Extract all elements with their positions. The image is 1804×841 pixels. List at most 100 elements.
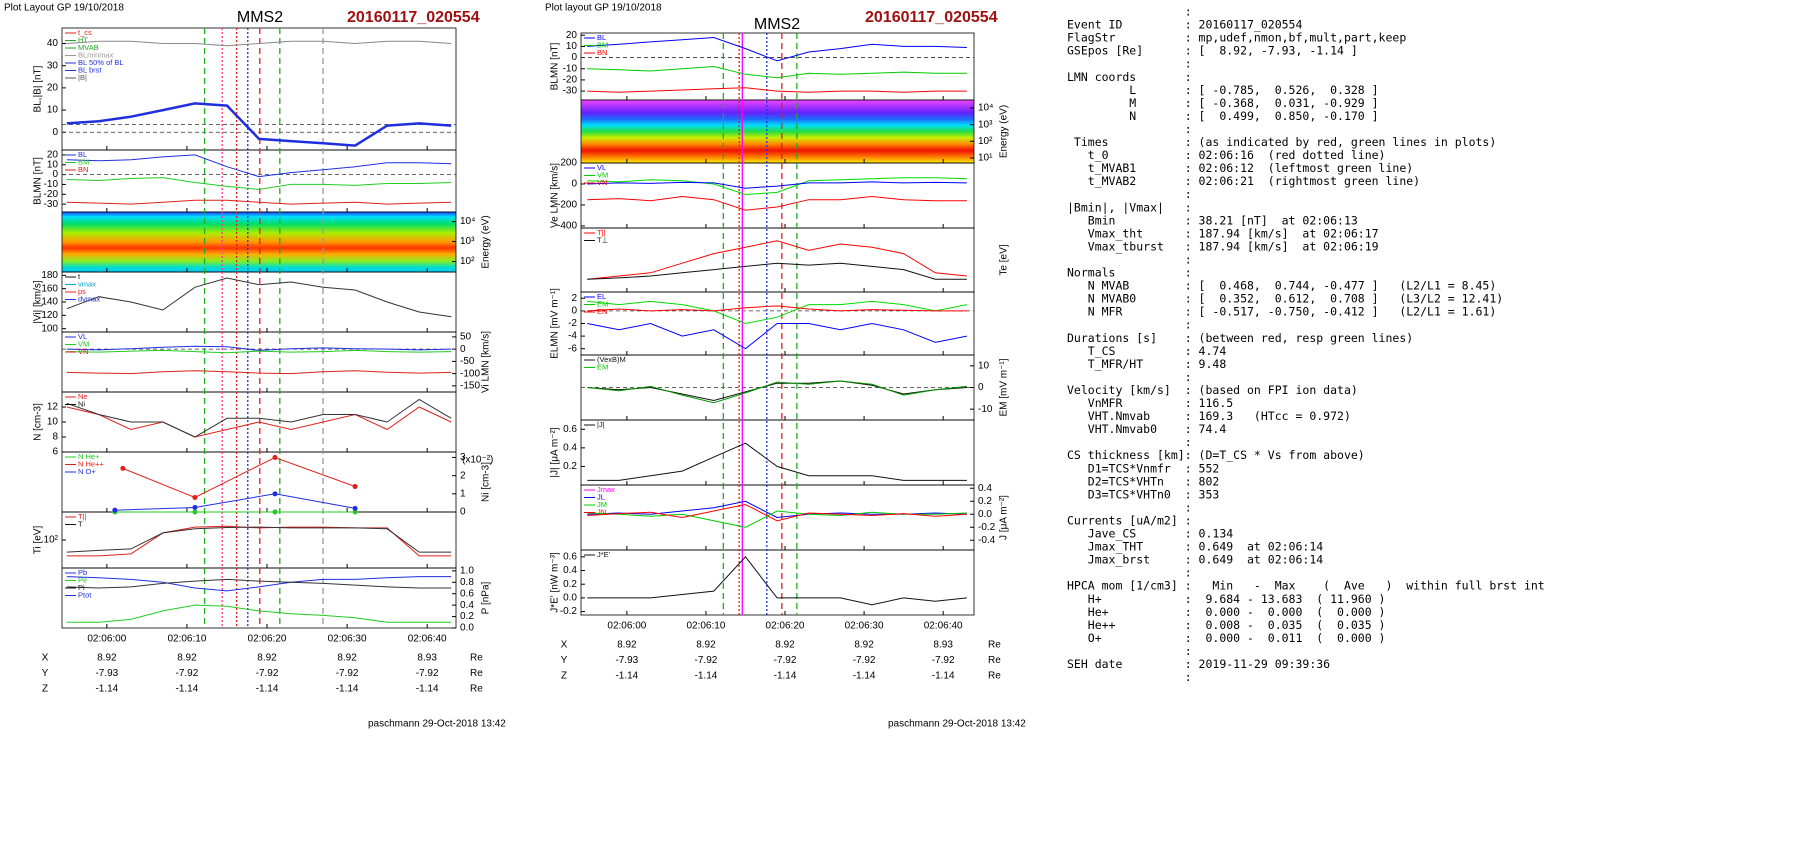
legend-label: Ptot xyxy=(78,590,92,599)
row-value: -1.14 xyxy=(95,684,118,695)
x-tick-label: 02:06:30 xyxy=(845,621,884,632)
legend-label: MVAB xyxy=(78,43,99,52)
info-line: Durations [s] : (between red, resp green… xyxy=(1067,331,1413,345)
info-line: N MVAB0 : [ 0.352, 0.612, 0.708 ] (L3/L2… xyxy=(1067,292,1503,306)
info-line: H+ : 9.684 - 13.683 ( 11.960 ) xyxy=(1067,592,1386,606)
row-value: -1.14 xyxy=(932,671,955,682)
y-tick-label: 180 xyxy=(41,270,58,281)
trace xyxy=(66,576,452,592)
y-axis-label: P [nPa] xyxy=(481,581,492,614)
panel-frame xyxy=(61,331,457,393)
x-tick-label: 02:06:00 xyxy=(607,621,646,632)
data-point xyxy=(192,504,198,510)
y-tick-label: -10 xyxy=(563,63,578,74)
info-line: SEH date : 2019-11-29 09:39:36 xyxy=(1067,657,1330,671)
y-tick-label: 140 xyxy=(41,297,58,308)
y-tick-label: 30 xyxy=(47,60,59,71)
row-value: -1.14 xyxy=(774,671,797,682)
row-unit: Re xyxy=(470,653,483,664)
panel-frame xyxy=(580,162,975,229)
y-tick-label: 0 xyxy=(460,344,466,355)
row-value: -7.92 xyxy=(932,655,955,666)
y-axis-label: |J| [μA m⁻²] xyxy=(550,427,561,477)
info-line: Event ID : 20160117_020554 xyxy=(1067,18,1302,32)
data-point xyxy=(352,509,358,515)
y-tick-label: 0 xyxy=(52,169,58,180)
trace xyxy=(66,370,452,375)
info-line: : xyxy=(1067,644,1192,658)
trace xyxy=(66,345,452,351)
x-tick-label: 02:06:30 xyxy=(328,634,367,645)
y-tick-label: 3 xyxy=(460,452,466,463)
y-tick-label: 20 xyxy=(47,150,59,161)
y-tick-label: 6 xyxy=(52,447,58,458)
y-tick-label: 10 xyxy=(47,417,59,428)
y-tick-label: 0.0 xyxy=(978,509,992,520)
y-tick-label: -200 xyxy=(557,200,577,211)
trace xyxy=(122,456,356,499)
info-line: Jmax_brst : 0.649 at 02:06:14 xyxy=(1067,553,1323,567)
info-line: Vmax_tht : 187.94 [km/s] at 02:06:17 xyxy=(1067,226,1379,240)
data-point xyxy=(120,465,126,471)
panel-frame xyxy=(61,511,457,569)
info-line: CS thickness [km]: (D=T_CS * Vs from abo… xyxy=(1067,448,1365,462)
y-tick-label: 200 xyxy=(560,158,577,169)
legend-label: N He+ xyxy=(78,452,100,461)
panel-frame xyxy=(61,567,457,629)
trace xyxy=(66,177,452,190)
y-tick-label: 0 xyxy=(571,306,577,317)
info-line: He++ : 0.008 - 0.035 ( 0.035 ) xyxy=(1067,618,1386,632)
trace xyxy=(587,195,967,211)
layout-header: Plot layout GP 19/10/2018 xyxy=(545,3,662,14)
y-tick-label: -400 xyxy=(557,221,577,232)
info-line: Bmin : 38.21 [nT] at 02:06:13 xyxy=(1067,213,1358,227)
row-unit: Re xyxy=(988,655,1001,666)
y-tick-label: -100 xyxy=(460,368,480,379)
info-line: O+ : 0.000 - 0.011 ( 0.000 ) xyxy=(1067,631,1386,645)
row-value: -7.92 xyxy=(176,668,199,679)
trace xyxy=(587,500,967,519)
y-tick-label: 50 xyxy=(460,332,472,343)
legend-label: VL xyxy=(597,163,606,172)
row-value: -7.92 xyxy=(695,655,718,666)
data-point xyxy=(192,494,198,500)
info-line: : xyxy=(1067,370,1192,384)
trace xyxy=(66,406,452,438)
row-value: 8.92 xyxy=(696,640,716,651)
info-line: Vmax_tburst : 187.94 [km/s] at 02:06:19 xyxy=(1067,239,1379,253)
axis-note: (x10⁻²) xyxy=(462,455,493,466)
y-tick-label: 0 xyxy=(52,127,58,138)
row-value: -7.92 xyxy=(256,668,279,679)
spacecraft-title: MMS2 xyxy=(237,9,283,26)
y-tick-label: 160 xyxy=(41,283,58,294)
y-tick-label: 0.0 xyxy=(563,593,577,604)
panel-frame xyxy=(580,549,975,616)
legend-label: N O+ xyxy=(78,467,96,476)
y-axis-label: Ni [cm-3] xyxy=(481,462,492,502)
row-value: -1.14 xyxy=(695,671,718,682)
y-tick-label: 0.6 xyxy=(460,588,474,599)
x-tick-label: 02:06:00 xyxy=(87,634,126,645)
y-tick-label: 0 xyxy=(571,179,577,190)
trace xyxy=(587,240,967,280)
info-line: VHT.Nmvab0 : 74.4 xyxy=(1067,422,1226,436)
y-tick-label: 10 xyxy=(47,159,59,170)
event-title: 20160117_020554 xyxy=(347,9,480,26)
y-tick-label: 0 xyxy=(460,507,466,518)
spacecraft-title: MMS2 xyxy=(754,16,800,33)
trace xyxy=(66,199,452,205)
panel-frame xyxy=(61,27,457,151)
row-label: X xyxy=(42,653,49,664)
info-line: : xyxy=(1067,318,1192,332)
legend-label: Ni xyxy=(78,399,85,408)
y-tick-label: 0.0 xyxy=(460,623,474,634)
x-tick-label: 02:06:20 xyxy=(248,634,287,645)
y-axis-label: Ve LMN [km/s] xyxy=(550,163,561,228)
trace xyxy=(587,322,967,350)
legend-label: |J| xyxy=(597,420,605,429)
trace xyxy=(587,503,967,522)
legend-label: VN xyxy=(78,347,88,356)
legend-label: EM xyxy=(597,299,608,308)
event-title: 20160117_020554 xyxy=(865,9,998,26)
row-value: -1.14 xyxy=(256,684,279,695)
